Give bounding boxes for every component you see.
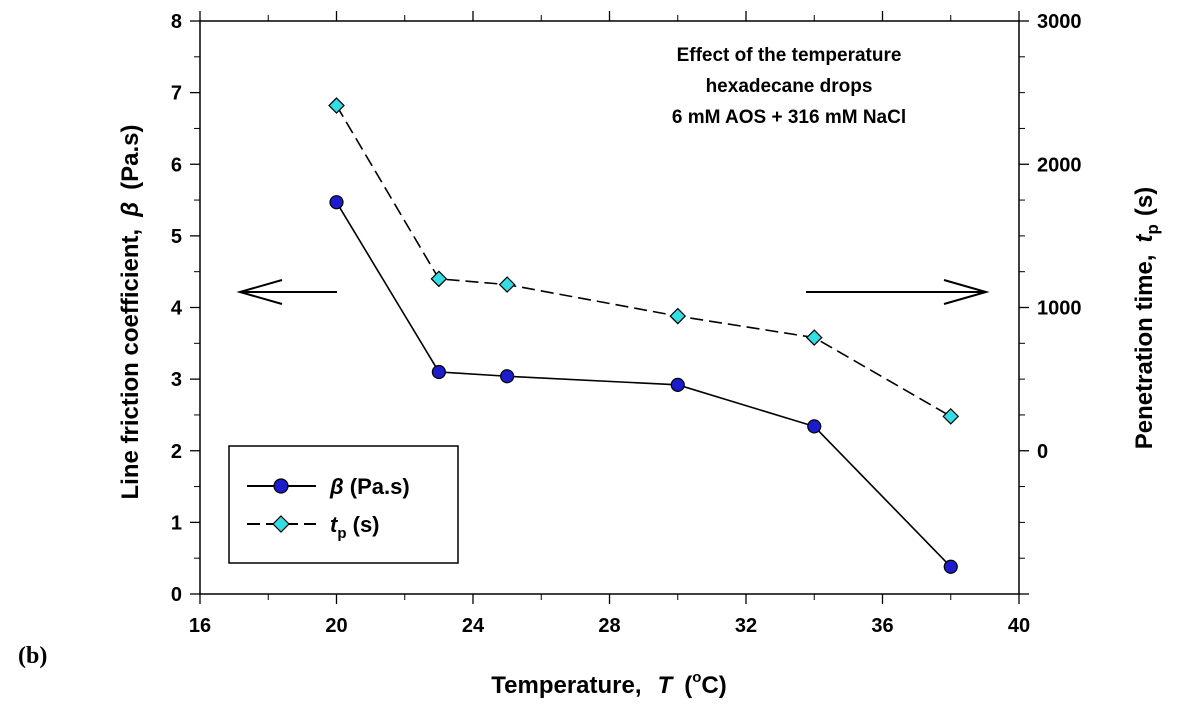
x-axis-title: Temperature, T (oC) (491, 669, 726, 699)
y-right-tick-label: 0 (1037, 441, 1048, 463)
y-left-tick-label: 6 (171, 154, 182, 176)
x-tick-label: 28 (598, 615, 620, 637)
data-point-beta (807, 419, 822, 434)
x-axis-title-degree: o (692, 669, 701, 686)
left-arrow-icon (236, 279, 337, 305)
x-axis-title-symbol: T (658, 672, 675, 699)
x-tick-label: 24 (462, 615, 485, 637)
x-axis-title-main: Temperature, (491, 672, 641, 699)
annotation-line-3: 6 mM AOS + 316 mM NaCl (672, 107, 906, 128)
legend-marker-beta (273, 478, 289, 494)
data-point-beta (431, 364, 446, 380)
y-right-tick-label: 3000 (1037, 11, 1082, 33)
y-right-axis-title-main: Penetration time, (1131, 255, 1158, 450)
legend-label-beta-unit: (Pa.s) (344, 474, 410, 499)
y-left-axis-title-symbol: β (117, 202, 144, 218)
data-point-tp (430, 270, 448, 288)
annotation-line-2: hexadecane drops (706, 76, 873, 97)
x-tick-label: 32 (735, 615, 757, 637)
y-left-tick-label: 2 (171, 441, 182, 463)
legend-label-tp-unit: (s) (347, 512, 380, 537)
data-point-tp (942, 408, 960, 425)
legend-label-tp-sub: p (337, 525, 346, 542)
y-left-tick-label: 1 (171, 512, 182, 534)
y-left-tick-label: 5 (171, 226, 182, 248)
y-right-axis-title: Penetration time, tp (s) (1131, 187, 1162, 449)
y-right-axis-title-unit: (s) (1131, 187, 1158, 216)
data-point-tp (805, 329, 823, 346)
y-left-tick-label: 8 (171, 11, 182, 33)
series-line-0 (335, 201, 952, 568)
y-right-axis-title-sub: p (1143, 224, 1162, 234)
legend-box (228, 445, 459, 564)
right-arrow-icon (806, 279, 990, 305)
y-right-tick-label: 1000 (1037, 298, 1082, 320)
legend-label-beta: β (Pa.s) (329, 474, 410, 499)
x-axis-title-unit: C) (701, 672, 726, 699)
y-right-axis-title-symbol: t (1131, 234, 1158, 243)
legend-label-tp-symbol: t (330, 512, 339, 537)
y-left-tick-label: 7 (171, 83, 182, 105)
annotation-line-1: Effect of the temperature (677, 45, 902, 66)
data-point-beta (500, 369, 515, 384)
y-left-tick-label: 4 (171, 298, 183, 320)
legend: β (Pa.s) tp (s) (228, 445, 459, 564)
legend-label-tp: tp (s) (330, 512, 380, 542)
series-line-1 (335, 105, 952, 418)
data-point-tp (328, 97, 345, 114)
panel-label: (b) (18, 643, 47, 669)
y-left-axis-title-main: Line friction coefficient, (117, 229, 144, 500)
legend-label-beta-symbol: β (329, 474, 344, 499)
x-tick-label: 16 (189, 615, 211, 637)
x-tick-label: 36 (871, 615, 893, 637)
x-tick-label: 40 (1008, 615, 1030, 637)
data-point-tp (669, 307, 687, 325)
data-point-beta (329, 195, 344, 210)
y-left-tick-label: 0 (171, 584, 182, 606)
data-point-beta (670, 377, 685, 392)
x-tick-label: 20 (325, 615, 347, 637)
y-left-tick-label: 3 (171, 369, 182, 391)
legend-marker-tp (272, 515, 290, 533)
y-left-axis-title-unit: (Pa.s) (117, 125, 144, 190)
data-point-tp (498, 276, 516, 293)
x-axis-title-paren: ( (684, 672, 692, 699)
data-point-beta (943, 559, 958, 574)
y-left-axis-title: Line friction coefficient, β (Pa.s) (117, 125, 144, 500)
y-right-tick-label: 2000 (1037, 154, 1082, 176)
